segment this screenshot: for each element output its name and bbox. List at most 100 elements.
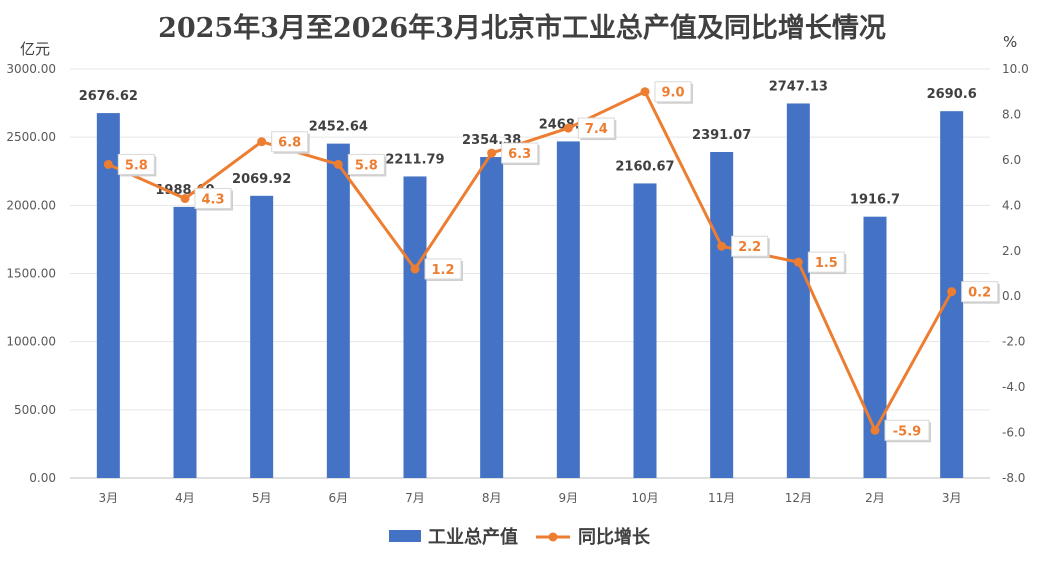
- bar-series: [96, 103, 964, 479]
- y2-axis-ticks: -8.0 -6.0 -4.0 -2.0 0.0 2.0 4.0 6.0 8.0 10.0: [1002, 62, 1029, 485]
- x-tick-label: 7月: [405, 491, 425, 505]
- line-label-value: 7.4: [585, 122, 608, 137]
- x-tick-label: 5月: [252, 491, 272, 505]
- bar: [96, 113, 120, 479]
- line-marker: [717, 241, 727, 251]
- y-axis-ticks: 0.00 500.00 1000.00 1500.00 2000.00 2500.00 30…: [6, 62, 56, 485]
- line-data-label: 1.5: [807, 251, 847, 275]
- bar-data-label: 2160.67: [615, 159, 674, 174]
- line-label-box: [117, 153, 155, 175]
- bar-data-label: 2452.64: [309, 120, 368, 135]
- growth-line: [107, 90, 953, 432]
- bar-data-label: 2747.13: [769, 79, 828, 94]
- line-label-box: [654, 81, 692, 103]
- bar: [403, 176, 427, 478]
- y2-tick-label: -2.0: [1002, 335, 1025, 349]
- x-tick-label: 12月: [785, 491, 812, 505]
- line-series: [103, 87, 957, 435]
- line-data-label: 9.0: [654, 81, 693, 104]
- line-marker: [640, 87, 650, 97]
- y2-tick-label: 10.0: [1002, 62, 1029, 76]
- line-label-box: [577, 117, 615, 139]
- line-label-box: [961, 281, 999, 303]
- line-label-value: -5.9: [893, 424, 921, 439]
- y2-tick-label: 0.0: [1002, 289, 1021, 303]
- y-axis-unit-label: 亿元: [20, 40, 50, 58]
- x-tick-label: 8月: [482, 491, 502, 505]
- bar-data-label: 1916.7: [850, 193, 900, 208]
- line-label-value: 9.0: [661, 86, 684, 101]
- line-data-labels: 5.8 4.3 6.8 5.8 1.2 6.3 7.4 9.0 2.2 1.5 -5.9 0.2: [117, 81, 1000, 443]
- line-label-box: [807, 251, 845, 273]
- line-label-value: 0.2: [968, 286, 991, 301]
- line-label-value: 6.8: [278, 136, 301, 151]
- y2-tick-label: 6.0: [1002, 153, 1021, 167]
- line-data-label: 7.4: [577, 117, 617, 141]
- legend-swatch-marker: [548, 532, 558, 542]
- y-tick-label: 2500.00: [6, 130, 56, 144]
- bar: [480, 157, 504, 478]
- legend-label-line: 同比增长: [578, 526, 651, 548]
- line-data-label: -5.9: [884, 419, 931, 443]
- line-label-value: 5.8: [355, 158, 378, 173]
- x-tick-label: 3月: [942, 491, 962, 505]
- y-tick-label: 3000.00: [6, 62, 56, 76]
- x-tick-label: 11月: [708, 491, 735, 505]
- line-data-label: 1.2: [424, 258, 463, 281]
- bar: [786, 103, 810, 478]
- line-label-box: [347, 153, 385, 175]
- line-label-value: 1.5: [815, 256, 838, 271]
- y2-tick-label: -8.0: [1002, 471, 1025, 485]
- y-tick-label: 1000.00: [6, 335, 56, 349]
- line-data-label: 0.2: [961, 281, 1000, 304]
- line-data-label: 6.3: [501, 142, 540, 166]
- bar-data-label: 2676.62: [79, 89, 138, 104]
- y2-tick-label: 4.0: [1002, 198, 1021, 212]
- line-marker: [103, 159, 113, 169]
- line-marker: [410, 264, 420, 274]
- line-marker: [333, 159, 343, 169]
- line-marker: [563, 123, 573, 133]
- bar: [250, 195, 274, 478]
- line-label-value: 5.8: [125, 158, 148, 173]
- line-label-box: [194, 188, 232, 210]
- line-label-value: 1.2: [431, 263, 454, 278]
- line-data-label: 5.8: [117, 153, 157, 177]
- y2-axis-unit-label: %: [1003, 33, 1017, 51]
- y2-tick-label: 8.0: [1002, 107, 1021, 121]
- bar: [633, 183, 657, 478]
- bar-data-label: 2690.6: [927, 87, 977, 102]
- bar: [556, 141, 580, 478]
- bar: [863, 216, 887, 479]
- x-tick-label: 2月: [865, 491, 885, 505]
- line-label-value: 6.3: [508, 147, 531, 162]
- line-label-box: [501, 142, 539, 164]
- line-marker: [180, 194, 190, 204]
- line-label-value: 4.3: [201, 193, 224, 208]
- y2-tick-label: 2.0: [1002, 244, 1021, 258]
- legend-label-bar: 工业总产值: [428, 526, 518, 548]
- y2-tick-label: -6.0: [1002, 426, 1025, 440]
- line-marker: [947, 287, 957, 297]
- y-tick-label: 0.00: [29, 471, 56, 485]
- bar: [173, 206, 197, 479]
- x-tick-label: 6月: [329, 491, 349, 505]
- bar: [326, 143, 350, 478]
- line-data-label: 2.2: [731, 235, 770, 259]
- legend: 工业总产值 同比增长: [389, 526, 651, 548]
- x-tick-label: 9月: [559, 491, 579, 505]
- x-axis-ticks: 3月 4月 5月 6月 7月 8月 9月 10月 11月 12月 2月 3月: [99, 491, 962, 505]
- legend-swatch-bar: [389, 530, 421, 542]
- gridlines: [70, 68, 990, 479]
- bar-data-label: 2391.07: [692, 128, 751, 143]
- line-marker: [793, 257, 803, 267]
- line-data-label: 6.8: [271, 131, 310, 154]
- line-data-label: 5.8: [347, 153, 387, 177]
- line-data-label: 4.3: [194, 188, 233, 211]
- x-tick-label: 4月: [175, 491, 195, 505]
- line-label-box: [424, 258, 462, 280]
- y2-tick-label: -4.0: [1002, 380, 1025, 394]
- bar: [710, 152, 734, 478]
